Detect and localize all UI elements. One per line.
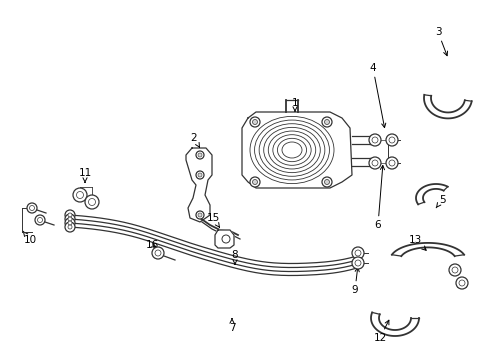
Text: 11: 11 — [78, 168, 91, 182]
Text: 12: 12 — [373, 320, 388, 343]
Circle shape — [198, 173, 202, 177]
Circle shape — [88, 198, 95, 206]
Polygon shape — [242, 112, 351, 188]
Circle shape — [249, 117, 260, 127]
Circle shape — [198, 213, 202, 217]
Text: 2: 2 — [190, 133, 199, 147]
Polygon shape — [215, 230, 234, 248]
Circle shape — [458, 280, 464, 286]
Circle shape — [324, 120, 329, 125]
Circle shape — [371, 160, 377, 166]
Text: 10: 10 — [23, 231, 37, 245]
Circle shape — [385, 157, 397, 169]
Text: 9: 9 — [351, 267, 359, 295]
Circle shape — [38, 217, 42, 222]
Circle shape — [354, 250, 360, 256]
Circle shape — [73, 188, 87, 202]
Text: 6: 6 — [374, 166, 384, 230]
Circle shape — [388, 137, 394, 143]
Circle shape — [65, 214, 75, 224]
Circle shape — [351, 247, 363, 259]
Circle shape — [324, 180, 329, 184]
Circle shape — [252, 180, 257, 184]
Circle shape — [68, 213, 72, 217]
Circle shape — [65, 222, 75, 232]
Circle shape — [196, 171, 203, 179]
Circle shape — [451, 267, 457, 273]
Text: 7: 7 — [228, 319, 235, 333]
Circle shape — [222, 235, 229, 243]
Circle shape — [85, 195, 99, 209]
Circle shape — [29, 206, 35, 211]
Text: 14: 14 — [454, 280, 468, 290]
Text: 3: 3 — [434, 27, 447, 56]
Circle shape — [354, 260, 360, 266]
Circle shape — [155, 250, 161, 256]
Circle shape — [385, 134, 397, 146]
Circle shape — [68, 217, 72, 221]
Text: 5: 5 — [435, 195, 445, 208]
Circle shape — [455, 277, 467, 289]
Circle shape — [196, 151, 203, 159]
Circle shape — [68, 221, 72, 225]
Circle shape — [196, 211, 203, 219]
Polygon shape — [185, 148, 212, 222]
Circle shape — [27, 203, 37, 213]
Circle shape — [321, 117, 331, 127]
Circle shape — [368, 134, 380, 146]
Circle shape — [388, 160, 394, 166]
Circle shape — [35, 215, 45, 225]
Circle shape — [252, 120, 257, 125]
Text: 15: 15 — [206, 213, 219, 227]
Text: 13: 13 — [407, 235, 426, 250]
Circle shape — [152, 247, 163, 259]
Circle shape — [448, 264, 460, 276]
Circle shape — [65, 210, 75, 220]
Circle shape — [321, 177, 331, 187]
Circle shape — [371, 137, 377, 143]
Circle shape — [368, 157, 380, 169]
Circle shape — [351, 257, 363, 269]
Circle shape — [198, 153, 202, 157]
Circle shape — [249, 177, 260, 187]
Circle shape — [68, 225, 72, 229]
Circle shape — [65, 218, 75, 228]
Text: 1: 1 — [291, 98, 298, 111]
Circle shape — [76, 192, 83, 198]
Text: 8: 8 — [231, 250, 238, 264]
Text: 4: 4 — [369, 63, 385, 127]
Text: 16: 16 — [145, 240, 158, 250]
